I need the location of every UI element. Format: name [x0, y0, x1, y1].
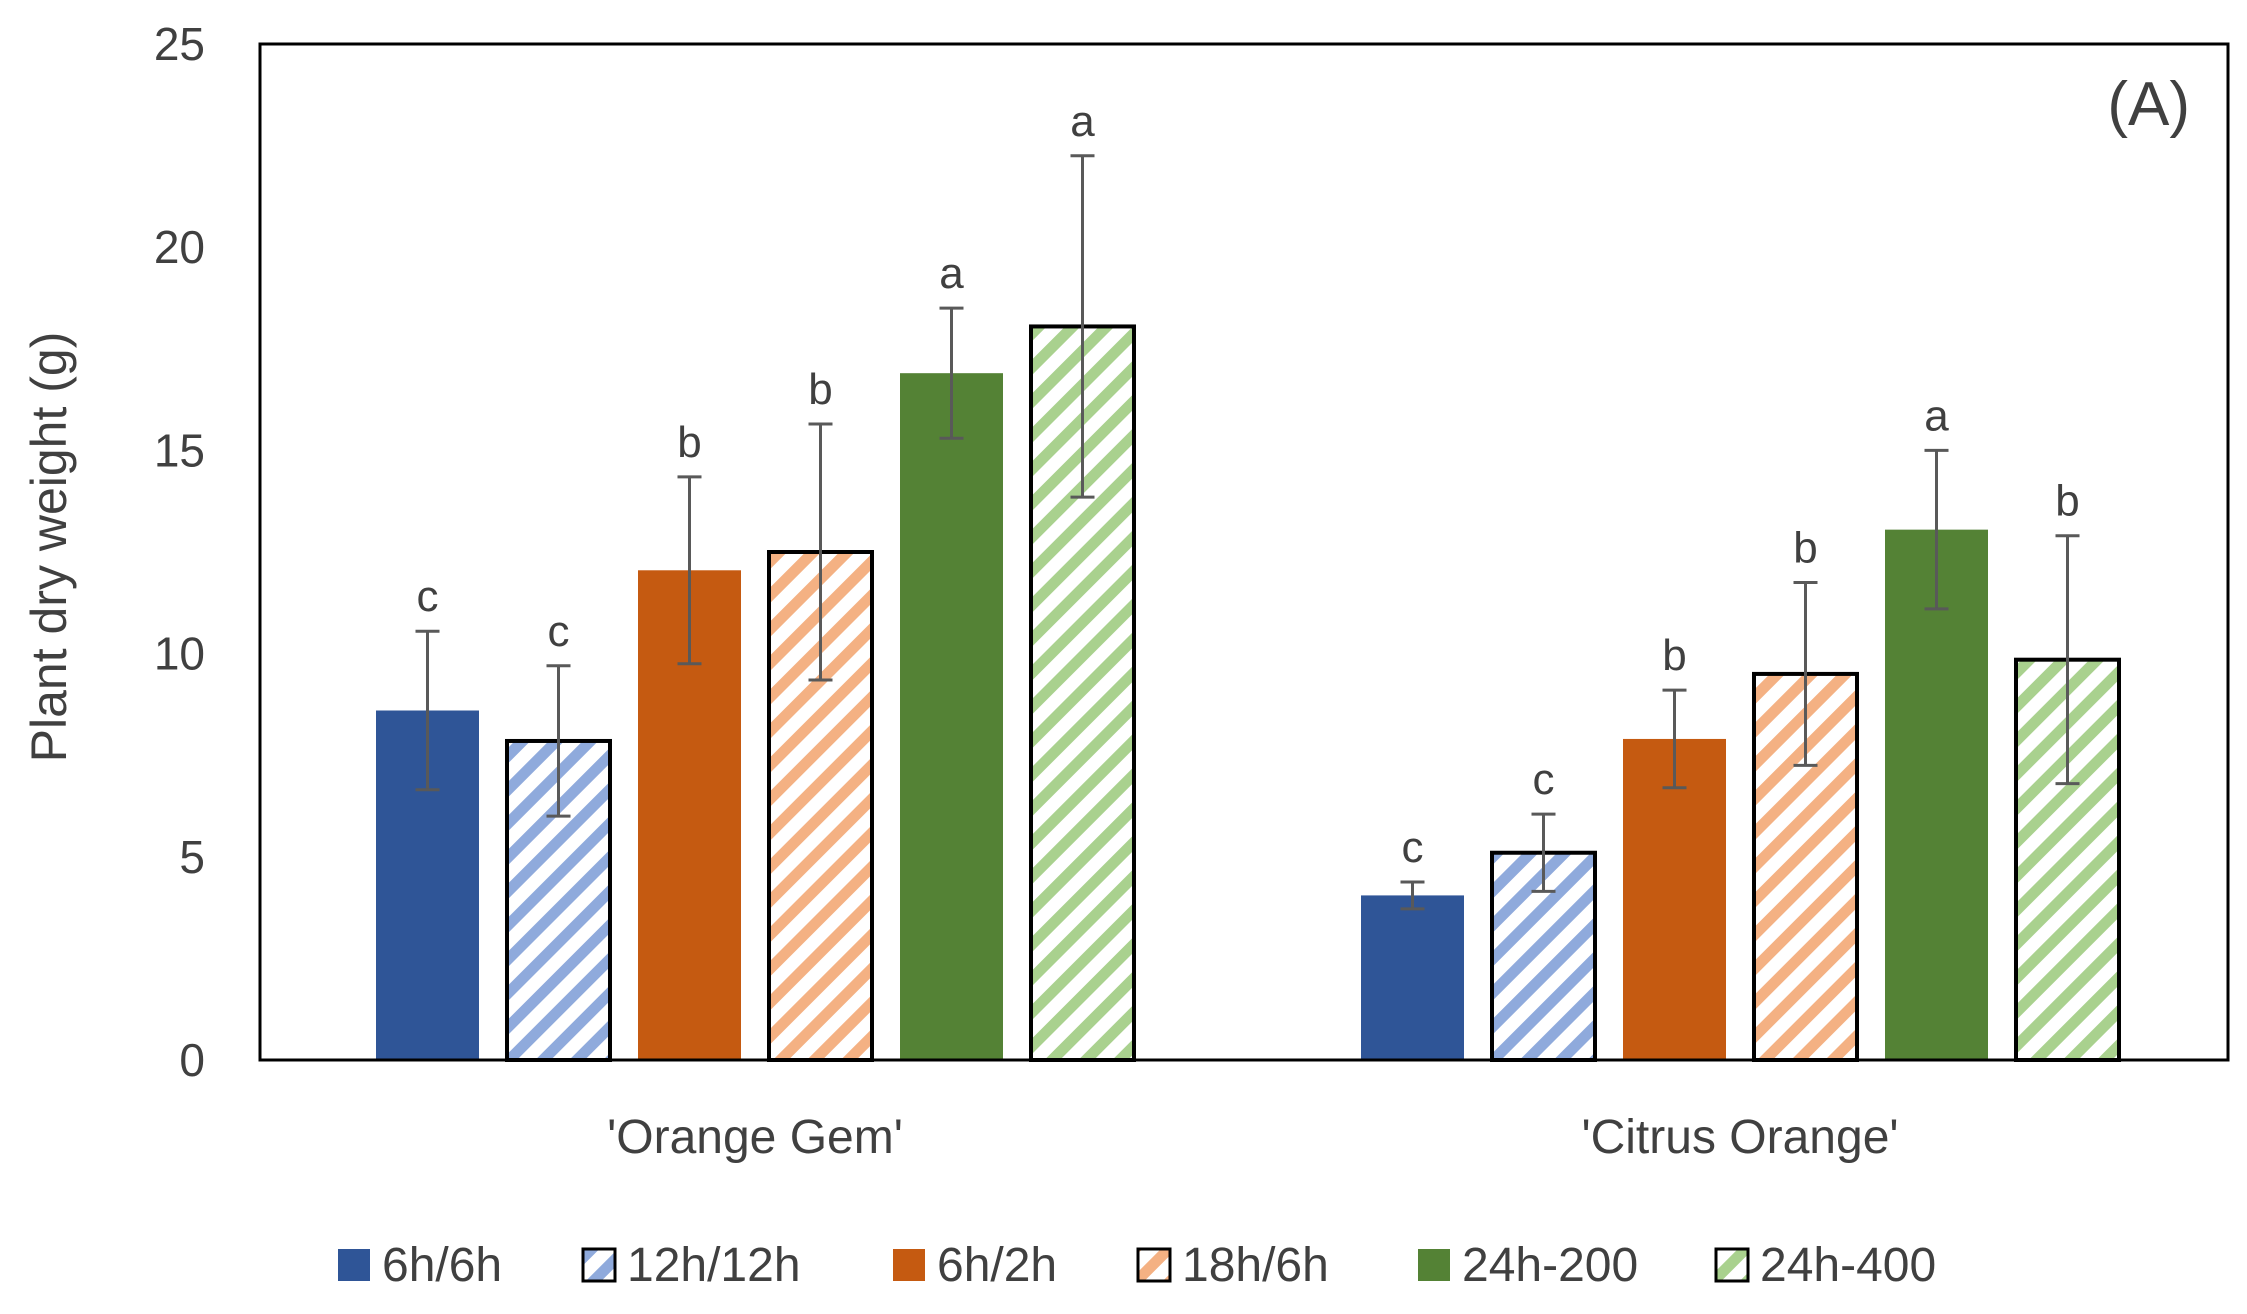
- significance-letter-citrus-orange-24h-400: b: [2055, 477, 2079, 526]
- y-tick-label-10: 10: [154, 628, 205, 680]
- error-bar-orange-gem-12h-12h: [546, 664, 571, 818]
- legend-label-6h-6h: 6h/6h: [382, 1239, 502, 1292]
- legend: 6h/6h 12h/12h 6h/2h 18h/6h 24h-200 24h-400: [338, 1239, 1936, 1292]
- y-tick-label-15: 15: [154, 424, 205, 476]
- error-bar-orange-gem-6h-6h: [415, 629, 440, 792]
- significance-letter-orange-gem-6h-2h: b: [677, 418, 701, 467]
- plot-frame: [258, 42, 2230, 1062]
- significance-letter-citrus-orange-6h-6h: c: [1402, 823, 1424, 872]
- significance-letter-orange-gem-24h-200: a: [939, 249, 964, 298]
- axes-layer: 0 5 10 15 20 25: [154, 18, 2230, 1086]
- error-bar-citrus-orange-6h-6h: [1400, 880, 1425, 911]
- legend-swatch-24h-200: [1418, 1249, 1450, 1281]
- y-tick-label-20: 20: [154, 221, 205, 273]
- legend-item-6h-2h: 6h/2h: [893, 1239, 1057, 1292]
- legend-label-12h-12h: 12h/12h: [627, 1239, 801, 1292]
- legend-label-18h-6h: 18h/6h: [1182, 1239, 1329, 1292]
- error-bar-citrus-orange-6h-2h: [1662, 688, 1687, 790]
- significance-letter-orange-gem-6h-6h: c: [417, 572, 439, 621]
- panel-label: (A): [2107, 70, 2190, 139]
- significance-letter-citrus-orange-6h-2h: b: [1662, 631, 1686, 680]
- significance-letter-orange-gem-12h-12h: c: [548, 607, 570, 656]
- bars-layer: [376, 154, 2121, 1063]
- legend-swatch-6h-2h: [893, 1249, 925, 1281]
- significance-letter-citrus-orange-24h-200: a: [1924, 391, 1949, 440]
- y-tick-label-5: 5: [179, 831, 205, 883]
- legend-label-6h-2h: 6h/2h: [937, 1239, 1057, 1292]
- legend-item-6h-6h: 6h/6h: [338, 1239, 502, 1292]
- significance-letter-citrus-orange-18h-6h: b: [1793, 523, 1817, 572]
- bar-citrus-orange-6h-2h: [1623, 738, 1726, 1060]
- significance-letter-orange-gem-24h-400: a: [1070, 97, 1095, 146]
- error-bar-citrus-orange-24h-200: [1924, 448, 1949, 611]
- bar-citrus-orange-6h-6h: [1361, 895, 1464, 1060]
- legend-swatch-18h-6h: [1136, 1247, 1172, 1283]
- y-tick-label-25: 25: [154, 18, 205, 70]
- legend-swatch-24h-400: [1714, 1247, 1750, 1283]
- significance-letter-orange-gem-18h-6h: b: [808, 365, 832, 414]
- legend-label-24h-200: 24h-200: [1462, 1239, 1638, 1292]
- bar-citrus-orange-24h-200: [1885, 529, 1988, 1060]
- legend-item-18h-6h: 18h/6h: [1136, 1239, 1329, 1292]
- labels-layer: c c b b a a 'Orange Gem' c c b b a b 'Citrus Orange': [417, 97, 2080, 1164]
- legend-item-24h-400: 24h-400: [1714, 1239, 1936, 1292]
- significance-letter-citrus-orange-12h-12h: c: [1533, 755, 1555, 804]
- legend-swatch-6h-6h: [338, 1249, 370, 1281]
- error-bar-orange-gem-6h-2h: [677, 475, 702, 666]
- legend-item-24h-200: 24h-200: [1418, 1239, 1638, 1292]
- error-bar-citrus-orange-12h-12h: [1531, 812, 1556, 893]
- error-bar-orange-gem-18h-6h: [808, 422, 833, 682]
- legend-swatch-12h-12h: [581, 1247, 617, 1283]
- category-label-orange-gem: 'Orange Gem': [607, 1111, 903, 1164]
- legend-label-24h-400: 24h-400: [1760, 1239, 1936, 1292]
- y-tick-label-0: 0: [179, 1034, 205, 1086]
- error-bar-orange-gem-24h-400: [1070, 154, 1095, 499]
- error-bar-citrus-orange-24h-400: [2055, 534, 2080, 786]
- category-label-citrus-orange: 'Citrus Orange': [1581, 1111, 1898, 1164]
- bar-orange-gem-24h-200: [900, 373, 1003, 1061]
- error-bar-orange-gem-24h-200: [939, 306, 964, 440]
- y-axis-title: Plant dry weight (g): [21, 332, 77, 763]
- legend-item-12h-12h: 12h/12h: [581, 1239, 801, 1292]
- error-bar-citrus-orange-18h-6h: [1793, 580, 1818, 767]
